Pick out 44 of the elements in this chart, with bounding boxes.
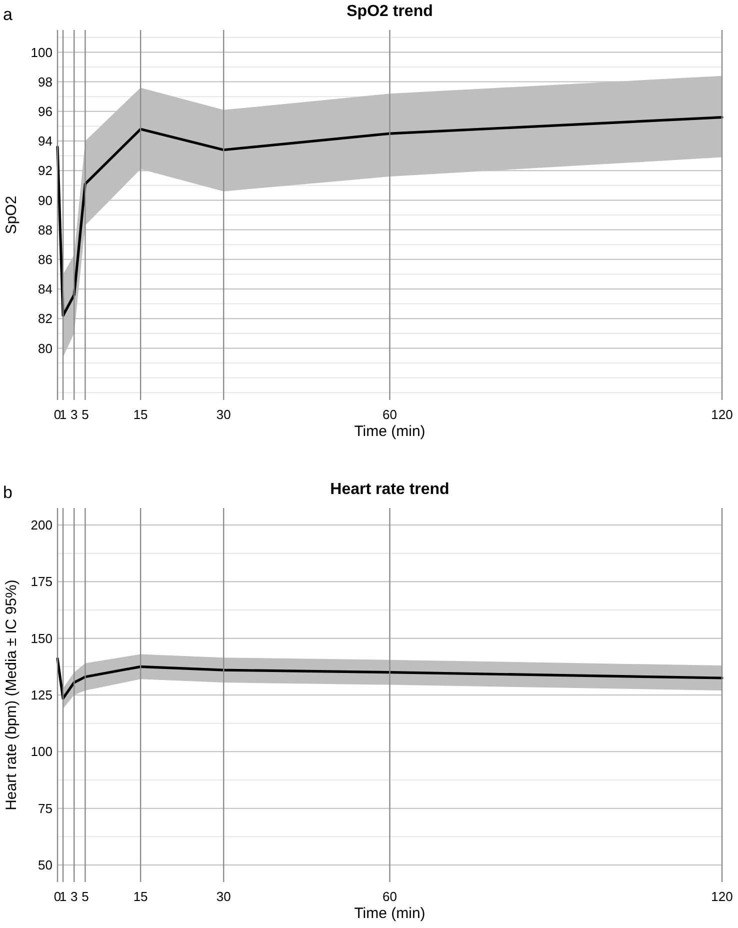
x-tick-label: 60 xyxy=(382,889,397,904)
x-axis-title: Time (min) xyxy=(354,423,426,440)
y-tick-label: 86 xyxy=(38,252,52,267)
chart-title: SpO2 trend xyxy=(346,3,433,20)
y-tick-label: 84 xyxy=(38,282,52,297)
x-tick-label: 1 xyxy=(59,407,67,422)
y-tick-label: 50 xyxy=(38,858,52,873)
y-tick-label: 92 xyxy=(38,163,52,178)
x-tick-label: 5 xyxy=(82,889,89,904)
x-tick-label: 1 xyxy=(59,889,67,904)
y-tick-label: 90 xyxy=(38,192,52,208)
chart-title: Heart rate trend xyxy=(330,481,450,498)
x-tick-label: 60 xyxy=(382,407,397,422)
y-axis-title: SpO2 xyxy=(3,196,20,234)
x-tick-label: 15 xyxy=(133,889,148,904)
x-tick-label: 0 xyxy=(54,889,62,904)
x-tick-label: 30 xyxy=(216,407,231,422)
x-tick-label: 5 xyxy=(82,407,89,422)
y-tick-label: 200 xyxy=(30,518,52,533)
x-axis-title: Time (min) xyxy=(354,905,426,922)
y-tick-label: 100 xyxy=(30,744,52,760)
x-tick-label: 120 xyxy=(711,407,733,422)
y-axis-title: Heart rate (bpm) (Media ± IC 95%) xyxy=(3,580,20,810)
y-tick-label: 75 xyxy=(38,800,52,816)
y-tick-label: 125 xyxy=(30,688,52,703)
text: b xyxy=(3,483,12,502)
x-tick-label: 0 xyxy=(54,407,62,422)
y-tick-label: 80 xyxy=(38,340,52,356)
y-tick-label: 88 xyxy=(38,222,52,238)
y-tick-label: 94 xyxy=(38,134,52,149)
y-tick-label: 98 xyxy=(38,74,52,90)
y-tick-label: 96 xyxy=(38,104,52,119)
y-tick-label: 175 xyxy=(30,574,52,590)
y-tick-label: 150 xyxy=(30,630,52,646)
text: a xyxy=(3,5,13,24)
y-tick-label: 82 xyxy=(38,311,52,326)
x-tick-label: 30 xyxy=(216,889,231,904)
x-tick-label: 3 xyxy=(70,407,78,422)
y-tick-label: 100 xyxy=(30,44,52,60)
line-series xyxy=(56,657,724,700)
x-tick-label: 120 xyxy=(711,889,733,904)
line-series xyxy=(56,116,724,317)
x-tick-label: 3 xyxy=(70,889,78,904)
x-tick-label: 15 xyxy=(133,407,148,422)
